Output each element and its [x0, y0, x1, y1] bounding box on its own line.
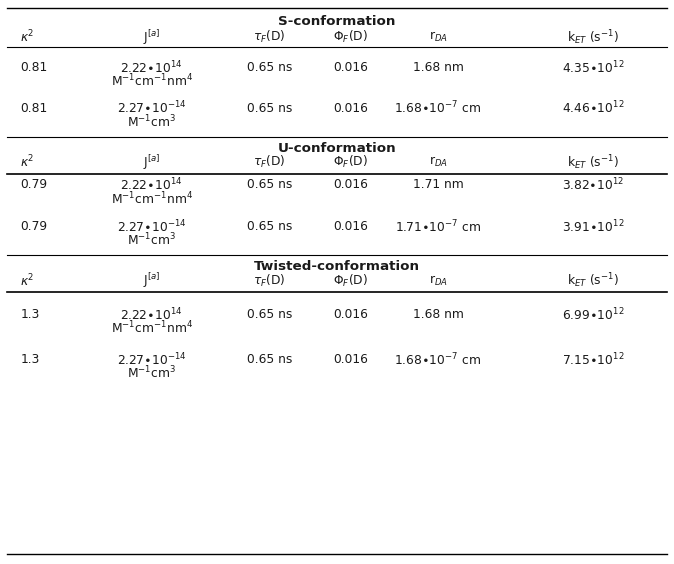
- Text: 0.016: 0.016: [333, 308, 368, 321]
- Text: 1.68 nm: 1.68 nm: [412, 61, 464, 74]
- Text: 4.35$\bullet$10$^{12}$: 4.35$\bullet$10$^{12}$: [562, 59, 624, 76]
- Text: M$^{-1}$cm$^3$: M$^{-1}$cm$^3$: [127, 365, 176, 382]
- Text: 1.68 nm: 1.68 nm: [412, 308, 464, 321]
- Text: 0.65 ns: 0.65 ns: [247, 102, 293, 115]
- Text: k$_{ET}$ (s$^{-1}$): k$_{ET}$ (s$^{-1}$): [567, 28, 619, 47]
- Text: 1.71 nm: 1.71 nm: [412, 178, 464, 192]
- Text: k$_{ET}$ (s$^{-1}$): k$_{ET}$ (s$^{-1}$): [567, 153, 619, 172]
- Text: 3.91$\bullet$10$^{12}$: 3.91$\bullet$10$^{12}$: [562, 218, 624, 235]
- Text: $\tau_F$(D): $\tau_F$(D): [253, 273, 286, 289]
- Text: $\kappa^2$: $\kappa^2$: [20, 272, 34, 289]
- Text: 0.65 ns: 0.65 ns: [247, 61, 293, 74]
- Text: 1.71$\bullet$10$^{-7}$ cm: 1.71$\bullet$10$^{-7}$ cm: [395, 218, 481, 235]
- Text: 0.81: 0.81: [20, 61, 47, 74]
- Text: M$^{-1}$cm$^{-1}$nm$^4$: M$^{-1}$cm$^{-1}$nm$^4$: [111, 320, 193, 337]
- Text: $\Phi_F$(D): $\Phi_F$(D): [333, 155, 368, 170]
- Text: r$_{DA}$: r$_{DA}$: [429, 156, 448, 170]
- Text: r$_{DA}$: r$_{DA}$: [429, 274, 448, 288]
- Text: 0.016: 0.016: [333, 178, 368, 192]
- Text: $\Phi_F$(D): $\Phi_F$(D): [333, 273, 368, 289]
- Text: 0.016: 0.016: [333, 220, 368, 233]
- Text: 4.46$\bullet$10$^{12}$: 4.46$\bullet$10$^{12}$: [562, 100, 624, 117]
- Text: 1.3: 1.3: [20, 353, 40, 367]
- Text: 0.016: 0.016: [333, 353, 368, 367]
- Text: 2.27$\bullet$10$^{-14}$: 2.27$\bullet$10$^{-14}$: [117, 351, 187, 368]
- Text: 1.68$\bullet$10$^{-7}$ cm: 1.68$\bullet$10$^{-7}$ cm: [394, 351, 482, 368]
- Text: 0.016: 0.016: [333, 61, 368, 74]
- Text: 0.81: 0.81: [20, 102, 47, 115]
- Text: 0.65 ns: 0.65 ns: [247, 178, 293, 192]
- Text: 0.65 ns: 0.65 ns: [247, 353, 293, 367]
- Text: M$^{-1}$cm$^{-1}$nm$^4$: M$^{-1}$cm$^{-1}$nm$^4$: [111, 190, 193, 207]
- Text: $\kappa^2$: $\kappa^2$: [20, 29, 34, 46]
- Text: M$^{-1}$cm$^3$: M$^{-1}$cm$^3$: [127, 232, 176, 249]
- Text: S-conformation: S-conformation: [278, 15, 396, 28]
- Text: 2.22$\bullet$10$^{14}$: 2.22$\bullet$10$^{14}$: [121, 177, 183, 193]
- Text: 0.65 ns: 0.65 ns: [247, 220, 293, 233]
- Text: 7.15$\bullet$10$^{12}$: 7.15$\bullet$10$^{12}$: [562, 351, 624, 368]
- Text: 2.22$\bullet$10$^{14}$: 2.22$\bullet$10$^{14}$: [121, 59, 183, 76]
- Text: 0.016: 0.016: [333, 102, 368, 115]
- Text: 0.79: 0.79: [20, 178, 47, 192]
- Text: J$^{[a]}$: J$^{[a]}$: [143, 153, 160, 172]
- Text: U-conformation: U-conformation: [278, 142, 396, 155]
- Text: 1.68$\bullet$10$^{-7}$ cm: 1.68$\bullet$10$^{-7}$ cm: [394, 100, 482, 117]
- Text: 2.22$\bullet$10$^{14}$: 2.22$\bullet$10$^{14}$: [121, 306, 183, 323]
- Text: J$^{[a]}$: J$^{[a]}$: [143, 28, 160, 47]
- Text: 1.3: 1.3: [20, 308, 40, 321]
- Text: $\tau_F$(D): $\tau_F$(D): [253, 29, 286, 45]
- Text: 0.65 ns: 0.65 ns: [247, 308, 293, 321]
- Text: 0.79: 0.79: [20, 220, 47, 233]
- Text: 2.27$\bullet$10$^{-14}$: 2.27$\bullet$10$^{-14}$: [117, 218, 187, 235]
- Text: 6.99$\bullet$10$^{12}$: 6.99$\bullet$10$^{12}$: [562, 306, 624, 323]
- Text: r$_{DA}$: r$_{DA}$: [429, 30, 448, 44]
- Text: k$_{ET}$ (s$^{-1}$): k$_{ET}$ (s$^{-1}$): [567, 271, 619, 290]
- Text: $\Phi_F$(D): $\Phi_F$(D): [333, 29, 368, 45]
- Text: $\kappa^2$: $\kappa^2$: [20, 154, 34, 171]
- Text: M$^{-1}$cm$^{-1}$nm$^4$: M$^{-1}$cm$^{-1}$nm$^4$: [111, 73, 193, 90]
- Text: 3.82$\bullet$10$^{12}$: 3.82$\bullet$10$^{12}$: [562, 177, 624, 193]
- Text: J$^{[a]}$: J$^{[a]}$: [143, 271, 160, 290]
- Text: 2.27$\bullet$10$^{-14}$: 2.27$\bullet$10$^{-14}$: [117, 100, 187, 117]
- Text: $\tau_F$(D): $\tau_F$(D): [253, 155, 286, 170]
- Text: M$^{-1}$cm$^3$: M$^{-1}$cm$^3$: [127, 113, 176, 130]
- Text: Twisted-conformation: Twisted-conformation: [254, 260, 420, 274]
